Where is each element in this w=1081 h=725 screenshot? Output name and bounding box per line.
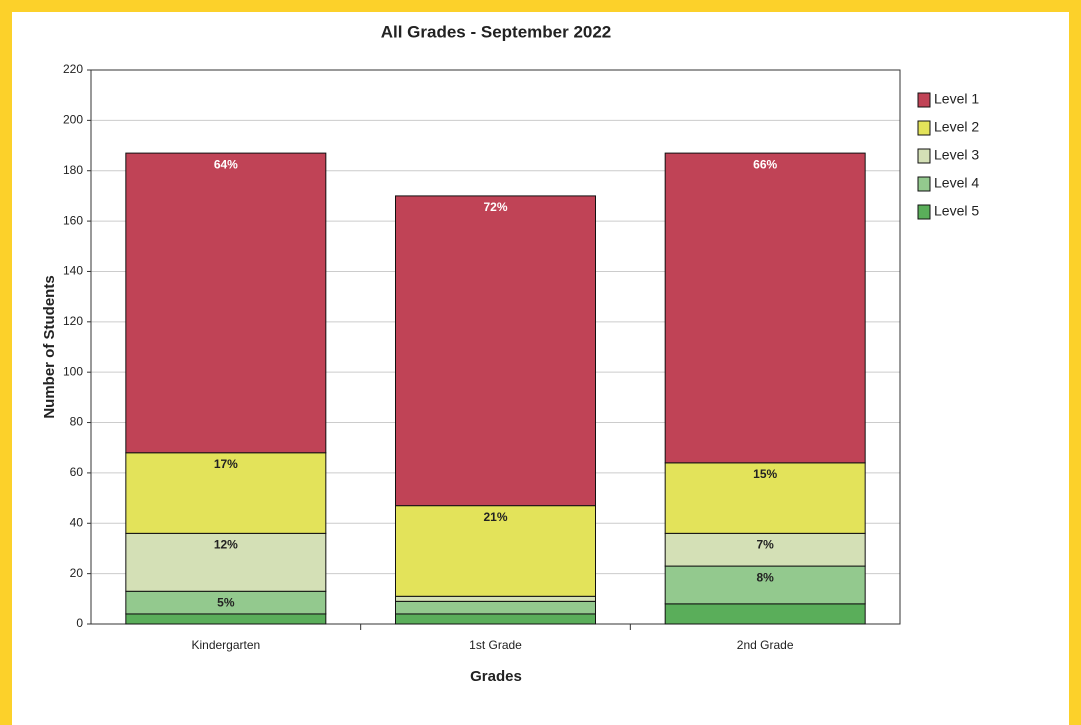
- bar-segment: [664, 152, 866, 464]
- legend-swatch: [917, 92, 931, 108]
- y-tick-label: 220: [63, 62, 83, 76]
- legend-label: Level 3: [934, 147, 979, 163]
- chart-title: All Grades - September 2022: [381, 22, 612, 41]
- y-tick-label: 60: [70, 465, 84, 479]
- value-label: 17%: [214, 457, 238, 471]
- value-label: 21%: [483, 510, 507, 524]
- value-label: 64%: [214, 157, 238, 171]
- y-tick-label: 100: [63, 364, 83, 378]
- bar-segment: [125, 532, 327, 592]
- x-tick-label: 1st Grade: [469, 638, 522, 652]
- bar-segment: [125, 152, 327, 454]
- y-axis-label: Number of Students: [41, 275, 58, 418]
- legend-swatch: [917, 120, 931, 136]
- bar-segment: [664, 462, 866, 534]
- legend-label: Level 4: [934, 175, 979, 191]
- y-tick-label: 20: [70, 566, 84, 580]
- legend-swatch: [917, 204, 931, 220]
- bar-segment: [395, 505, 596, 597]
- bar-segment: [125, 613, 327, 625]
- value-label: 15%: [753, 467, 777, 481]
- x-tick-label: 2nd Grade: [737, 638, 794, 652]
- y-tick-label: 160: [63, 213, 83, 227]
- x-tick-label: Kindergarten: [191, 638, 260, 652]
- y-tick-label: 40: [70, 515, 84, 529]
- y-tick-label: 140: [63, 264, 83, 278]
- value-label: 66%: [753, 157, 777, 171]
- x-axis-label: Grades: [470, 668, 522, 685]
- y-tick-label: 80: [70, 415, 84, 429]
- bar-segment: [395, 195, 596, 507]
- bar-segment: [125, 452, 327, 534]
- value-label: 7%: [756, 538, 774, 552]
- bar-segment: [664, 532, 866, 567]
- value-label: 72%: [483, 200, 507, 214]
- legend-label: Level 2: [934, 119, 979, 135]
- value-label: 8%: [756, 570, 774, 584]
- bar-segment: [664, 603, 866, 625]
- bar-segment: [664, 565, 866, 605]
- value-label: 5%: [217, 595, 235, 609]
- y-tick-label: 200: [63, 113, 83, 127]
- legend-swatch: [917, 176, 931, 192]
- bar-segment: [395, 595, 596, 602]
- y-tick-label: 180: [63, 163, 83, 177]
- legend-label: Level 5: [934, 203, 979, 219]
- legend-label: Level 1: [934, 91, 979, 107]
- bar-segment: [395, 600, 596, 615]
- y-tick-label: 120: [63, 314, 83, 328]
- y-tick-label: 0: [76, 616, 83, 630]
- value-label: 12%: [214, 538, 238, 552]
- legend-swatch: [917, 148, 931, 164]
- bar-segment: [395, 613, 596, 625]
